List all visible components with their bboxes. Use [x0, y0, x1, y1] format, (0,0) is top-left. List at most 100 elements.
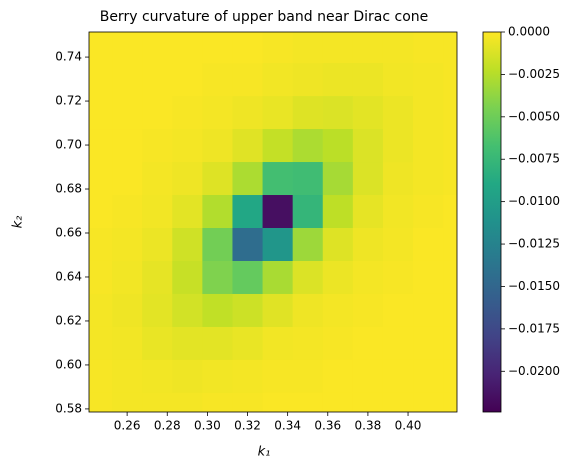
heatmap-cell [322, 128, 354, 163]
heatmap-cell [413, 32, 444, 64]
heatmap-cell [443, 95, 457, 130]
heatmap-cell [89, 32, 113, 64]
heatmap-cell [112, 95, 143, 130]
heatmap-cell [413, 392, 444, 412]
heatmap-cell [262, 359, 294, 393]
heatmap-cell [89, 326, 113, 360]
heatmap-cell [232, 293, 264, 327]
heatmap-cell [142, 227, 173, 261]
heatmap-cell [142, 260, 173, 294]
y-tick-label: 0.70 [55, 138, 82, 152]
heatmap-cell [292, 194, 324, 228]
x-tick-label: 0.26 [114, 419, 141, 433]
heatmap-cell [322, 326, 354, 360]
y-axis-label: k₂ [11, 216, 26, 229]
heatmap-cell [89, 260, 113, 294]
heatmap-cell [352, 161, 384, 196]
heatmap-cell [382, 359, 414, 393]
heatmap-cell [382, 161, 414, 196]
heatmap-cell [112, 392, 143, 412]
heatmap-cell [352, 260, 384, 294]
x-tick-label: 0.40 [395, 419, 422, 433]
y-tick-label: 0.64 [55, 269, 82, 283]
heatmap-cell [112, 32, 143, 64]
heatmap-cell [202, 359, 233, 393]
heatmap-cell [232, 227, 264, 261]
heatmap-cell [382, 95, 414, 130]
heatmap-cell [232, 62, 264, 97]
colorbar-tick-label: −0.0100 [508, 194, 560, 208]
heatmap-cell [382, 128, 414, 163]
heatmap-cell [232, 128, 264, 163]
heatmap-cell [322, 62, 354, 97]
heatmap-cell [443, 32, 457, 64]
colorbar-tick-label: −0.0150 [508, 279, 560, 293]
heatmap-cell [262, 95, 294, 130]
y-tick-label: 0.60 [55, 357, 82, 371]
heatmap-cell [292, 32, 324, 64]
heatmap-cell [142, 128, 173, 163]
heatmap-cell [413, 161, 444, 196]
heatmap-cell [89, 128, 113, 163]
heatmap-cell [413, 227, 444, 261]
heatmap-cell [382, 194, 414, 228]
heatmap-cell [142, 62, 173, 97]
heatmap-cell [413, 326, 444, 360]
heatmap-cell [443, 359, 457, 393]
y-tick-label: 0.66 [55, 225, 82, 239]
heatmap-cell [292, 227, 324, 261]
heatmap-cell [413, 62, 444, 97]
heatmap-cell [172, 32, 203, 64]
heatmap-cell [172, 194, 203, 228]
x-tick-label: 0.32 [234, 419, 261, 433]
heatmap-cell [112, 62, 143, 97]
heatmap-cell [322, 32, 354, 64]
heatmap-cell [352, 194, 384, 228]
heatmap-cell [413, 128, 444, 163]
heatmap-cell [382, 227, 414, 261]
heatmap-cell [142, 32, 173, 64]
heatmap-cell [142, 161, 173, 196]
chart-title: Berry curvature of upper band near Dirac… [100, 9, 429, 25]
heatmap-cell [352, 95, 384, 130]
x-tick-label: 0.36 [314, 419, 341, 433]
heatmap-cell [112, 359, 143, 393]
heatmap-cell [172, 161, 203, 196]
heatmap-cell [443, 293, 457, 327]
heatmap-cell [89, 293, 113, 327]
heatmap-cell [202, 227, 233, 261]
colorbar-tick-label: −0.0050 [508, 109, 560, 123]
heatmap-cell [443, 194, 457, 228]
heatmap-cell [202, 326, 233, 360]
heatmap-cell [262, 227, 294, 261]
heatmap-cell [382, 293, 414, 327]
heatmap-cell [89, 359, 113, 393]
heatmap-cell [202, 161, 233, 196]
heatmap-cell [443, 392, 457, 412]
heatmap-cell [322, 392, 354, 412]
heatmap-cell [202, 293, 233, 327]
heatmap-cell [322, 359, 354, 393]
heatmap-cell [352, 128, 384, 163]
heatmap-cell [232, 95, 264, 130]
heatmap-cell [382, 62, 414, 97]
y-tick-label: 0.62 [55, 313, 82, 327]
heatmap-cell [202, 128, 233, 163]
heatmap-cell [232, 326, 264, 360]
y-tick-label: 0.72 [55, 94, 82, 108]
heatmap-cell [413, 194, 444, 228]
heatmap-cell [443, 260, 457, 294]
heatmap-cell [262, 128, 294, 163]
colorbar-tick-label: −0.0025 [508, 67, 560, 81]
heatmap-cell [112, 161, 143, 196]
colorbar-tick-label: −0.0125 [508, 237, 560, 251]
heatmap-cell [322, 194, 354, 228]
heatmap-cell [89, 161, 113, 196]
heatmap-cell [172, 227, 203, 261]
heatmap-cell [89, 194, 113, 228]
heatmap-cell [142, 359, 173, 393]
heatmap-cell [352, 392, 384, 412]
heatmap-cell [292, 161, 324, 196]
heatmap-cell [89, 392, 113, 412]
x-tick-label: 0.34 [274, 419, 301, 433]
